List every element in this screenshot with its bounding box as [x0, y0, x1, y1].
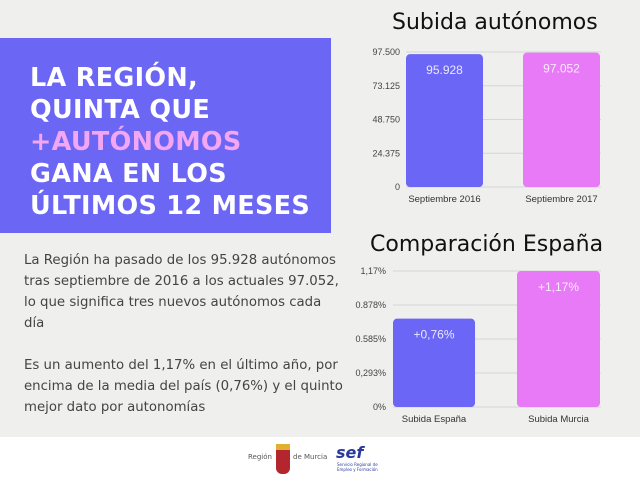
x-tick-label: Septiembre 2016 — [408, 194, 480, 205]
bar — [406, 54, 483, 187]
footer: Región de Murcia sef Servicio Regional d… — [0, 437, 640, 480]
paragraph-2: Es un aumento del 1,17% en el último año… — [24, 358, 343, 415]
headline-line: GANA EN LOS — [30, 159, 227, 189]
data-label: +1,17% — [538, 280, 579, 294]
logo-region-right: de Murcia — [293, 453, 328, 461]
bar — [523, 52, 600, 188]
chart1-title: Subida autónomos — [392, 10, 598, 35]
chart2-title: Comparación España — [370, 232, 604, 257]
x-tick-label: Subida España — [402, 414, 467, 425]
y-tick-label: 1,17% — [360, 266, 386, 276]
sef-subtitle: Servicio Regional de Empleo y Formación — [337, 462, 378, 472]
y-tick-label: 73.125 — [372, 81, 400, 91]
y-tick-label: 0,293% — [355, 368, 386, 378]
y-tick-label: 24.375 — [372, 148, 400, 158]
data-label: 95.928 — [426, 63, 463, 77]
headline-line: QUINTA QUE — [30, 95, 211, 125]
y-tick-label: 0 — [395, 182, 400, 192]
headline-line: ÚLTIMOS 12 MESES — [30, 191, 311, 221]
y-tick-label: 97.500 — [372, 47, 400, 57]
bar — [517, 271, 600, 407]
data-label: 97.052 — [543, 62, 580, 76]
x-tick-label: Septiembre 2017 — [525, 194, 597, 205]
y-tick-label: 0.585% — [355, 334, 386, 344]
y-tick-label: 0% — [373, 402, 386, 412]
headline-line: +AUTÓNOMOS — [30, 127, 242, 157]
y-tick-label: 48.750 — [372, 115, 400, 125]
paragraph-1: La Región ha pasado de los 95.928 autóno… — [24, 253, 339, 331]
bar — [393, 318, 475, 407]
x-tick-label: Subida Murcia — [528, 414, 589, 425]
logo-region-left: Región — [248, 453, 272, 461]
headline-panel: LA REGIÓN, QUINTA QUE +AUTÓNOMOS GANA EN… — [0, 38, 331, 233]
data-label: +0,76% — [413, 328, 454, 342]
sef-logo: sef — [336, 443, 363, 462]
murcia-coat-of-arms-icon — [276, 444, 290, 474]
headline-line: LA REGIÓN, — [30, 63, 199, 93]
sef-logo-text: sef — [336, 443, 364, 462]
y-tick-label: 0.878% — [355, 300, 386, 310]
